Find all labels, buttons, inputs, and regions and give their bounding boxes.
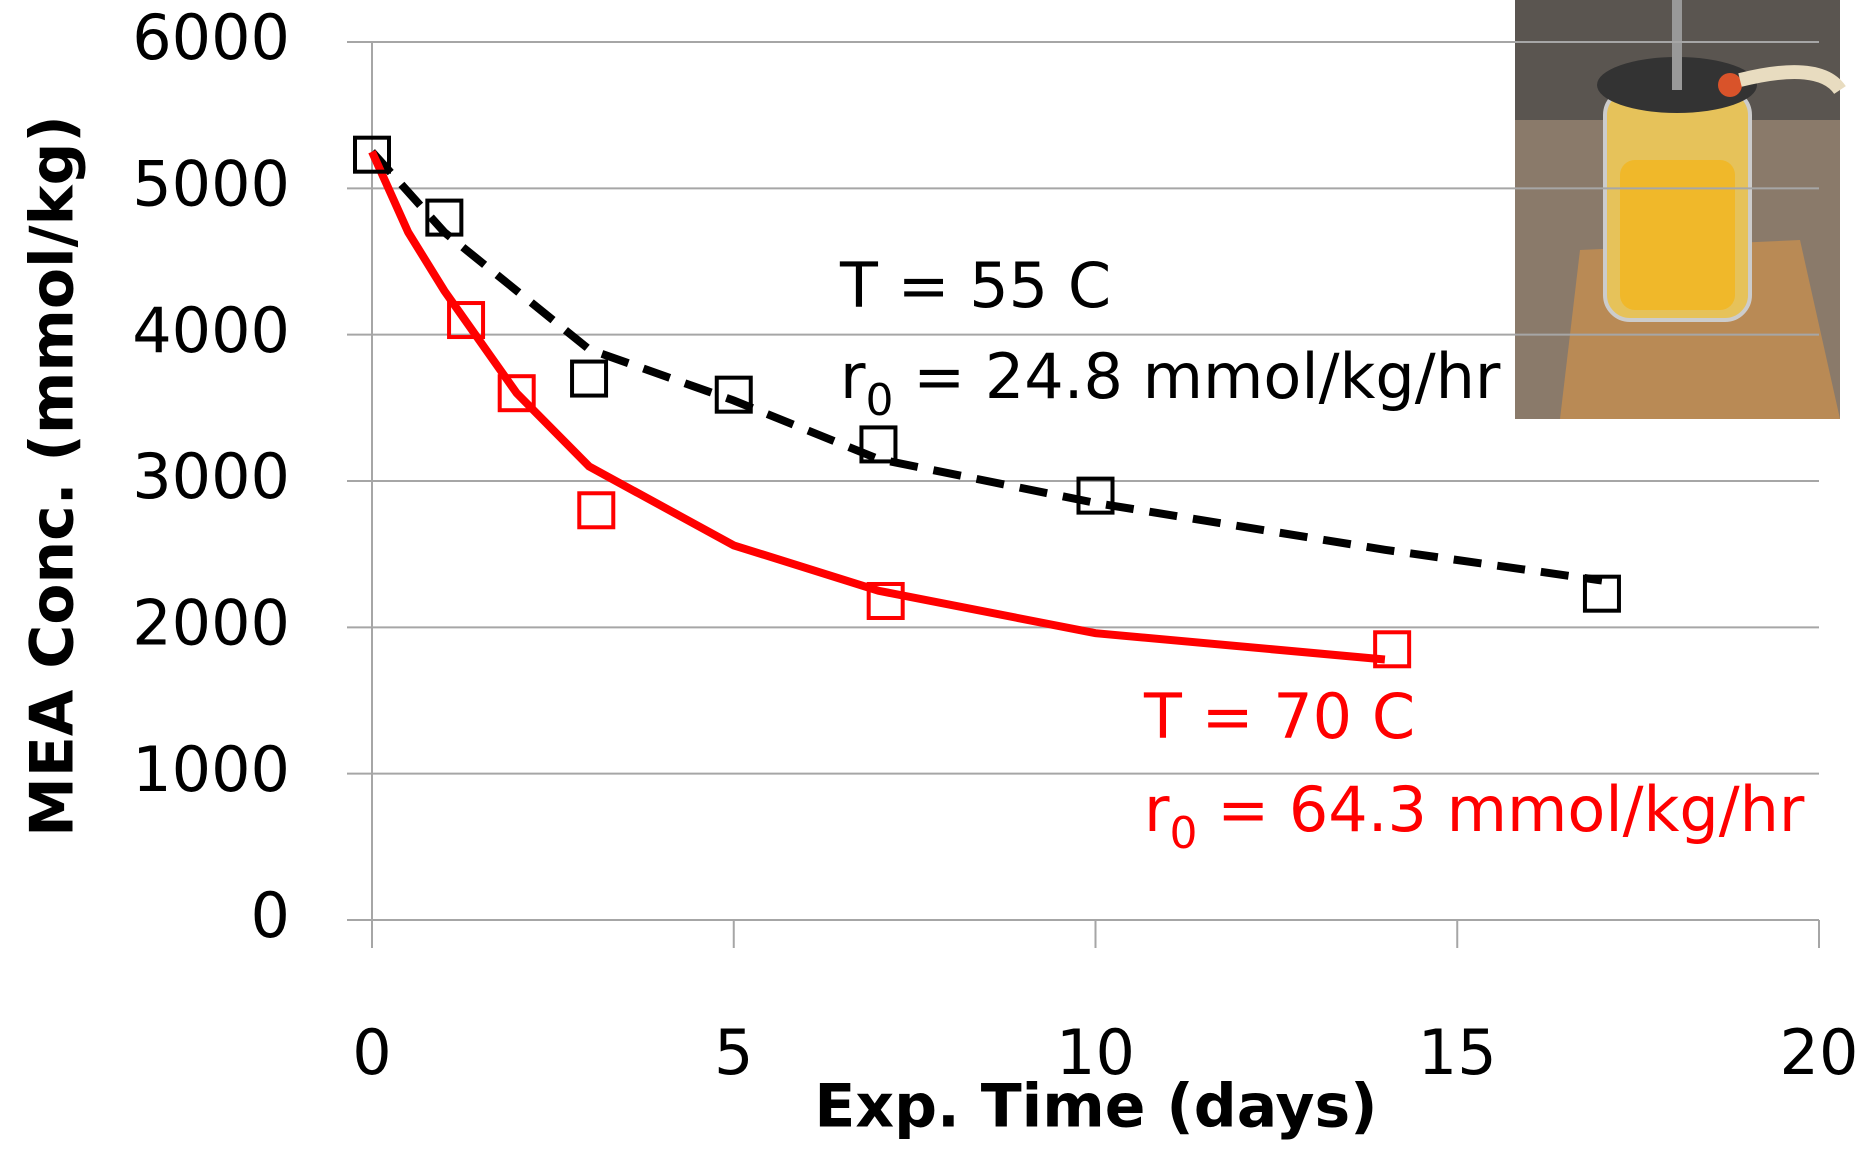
rate-value: = 24.8 mmol/kg/hr [894,340,1501,413]
y-tick-label: 4000 [132,294,290,367]
x-axis-title: Exp. Time (days) [814,1072,1377,1142]
y-tick-label: 5000 [132,147,290,220]
annotation-rate: r0 = 64.3 mmol/kg/hr [1144,773,1805,859]
rate-subscript: 0 [866,375,894,426]
marker [570,359,609,398]
marker [1582,574,1621,613]
marker [714,375,753,414]
y-tick-label: 6000 [132,1,290,74]
marker [497,374,536,413]
y-tick-label: 1000 [132,733,290,806]
marker [866,581,905,620]
marker [425,198,464,237]
fit-line [368,150,1386,664]
annotation-temp: T = 55 C [839,249,1111,322]
marker [577,491,616,530]
marker [1076,476,1115,515]
rate-value: = 64.3 mmol/kg/hr [1198,773,1805,846]
x-tick-label: 15 [1418,1016,1497,1089]
x-tick-label: 10 [1056,1016,1135,1089]
fit-line [369,149,1603,585]
marker [353,135,391,174]
y-tick-label: 3000 [132,440,290,513]
photo-inset [1515,0,1846,419]
marker [1373,630,1412,669]
rate-symbol: r [1144,773,1170,846]
marker [859,425,898,464]
rate-symbol: r [840,340,866,413]
annotation-rate: r0 = 24.8 mmol/kg/hr [840,340,1501,426]
rate-subscript: 0 [1170,808,1198,859]
y-axis-title: MEA Conc. (mmol/kg) [18,115,88,837]
y-tick-label: 0 [251,879,290,952]
y-tick-label: 2000 [132,586,290,659]
annotation-temp: T = 70 C [1143,680,1415,753]
x-tick-label: 5 [714,1016,753,1089]
x-tick-label: 20 [1780,1016,1859,1089]
x-tick-label: 0 [352,1016,391,1089]
marker [447,301,486,340]
